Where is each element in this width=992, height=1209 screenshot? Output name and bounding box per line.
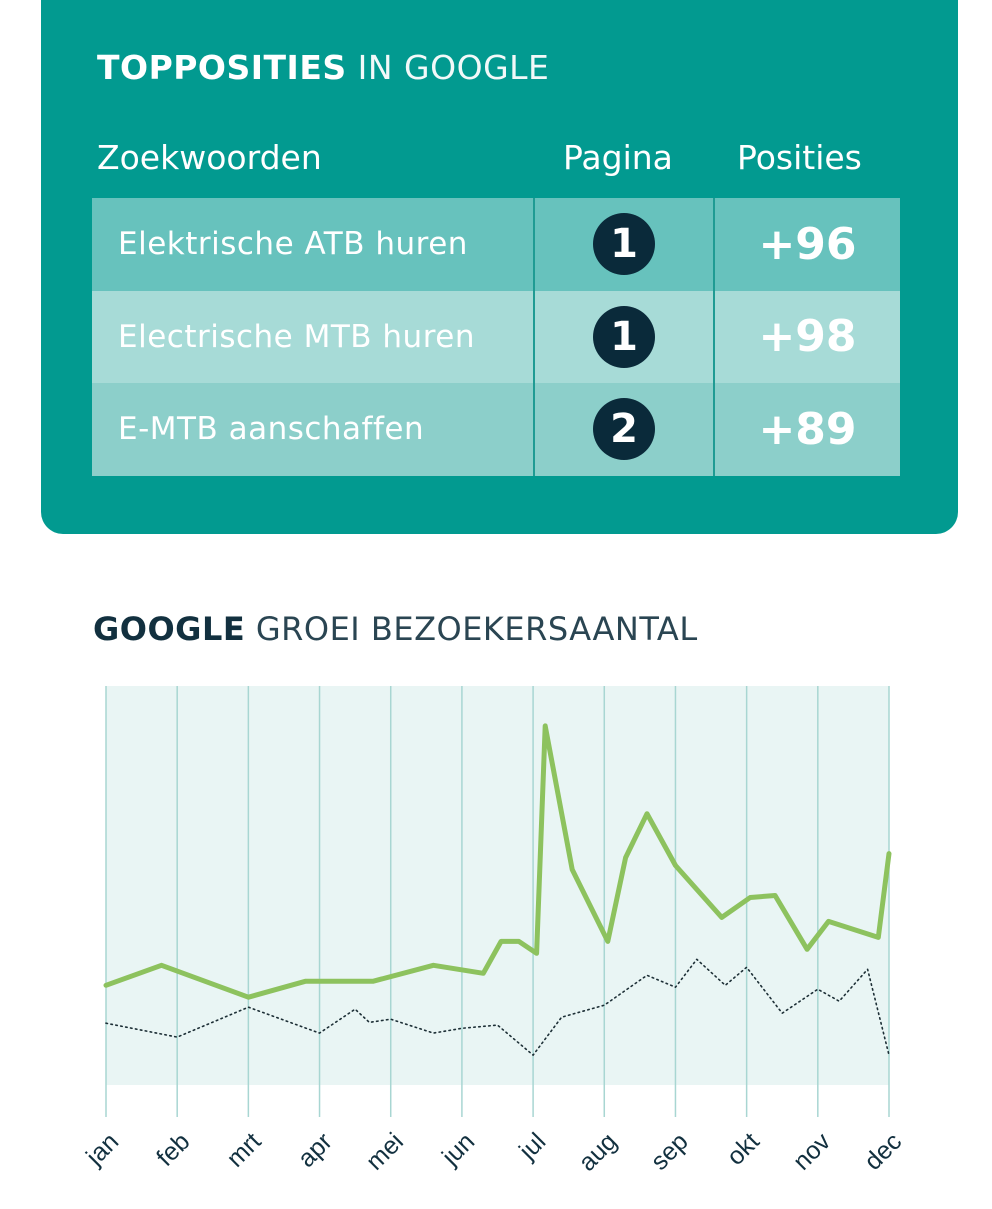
rankings-table: Elektrische ATB huren 1 +96 Electrische …	[92, 198, 900, 476]
table-row: E-MTB aanschaffen 2 +89	[92, 383, 900, 476]
x-tick-label: nov	[788, 1127, 837, 1176]
x-tick-label: jun	[436, 1127, 480, 1171]
x-tick-label: mei	[361, 1127, 409, 1175]
table-card-title: TOPPOSITIES IN GOOGLE	[97, 48, 549, 87]
chart-title-light: GROEI BEZOEKERSAANTAL	[255, 610, 698, 648]
positions-cell: +98	[713, 290, 900, 383]
chart-title-bold: GOOGLE	[93, 610, 246, 648]
page-cell: 1	[533, 198, 713, 291]
x-tick-label: apr	[292, 1127, 337, 1172]
x-tick-label: feb	[151, 1127, 195, 1171]
table-row: Elektrische ATB huren 1 +96	[92, 198, 900, 291]
plot-background	[106, 686, 889, 1085]
x-tick-label: aug	[573, 1127, 622, 1176]
page-cell: 2	[533, 383, 713, 476]
keyword-cell: E-MTB aanschaffen	[118, 411, 425, 448]
page-cell: 1	[533, 290, 713, 383]
header-keywords: Zoekwoorden	[97, 138, 322, 177]
table-row: Electrische MTB huren 1 +98	[92, 290, 900, 383]
keyword-cell: Electrische MTB huren	[118, 318, 475, 355]
header-positions: Posities	[737, 138, 862, 177]
header-page: Pagina	[563, 138, 673, 177]
table-card-title-bold: TOPPOSITIES	[97, 48, 347, 87]
positions-cell: +89	[713, 383, 900, 476]
series-line-green	[103, 723, 892, 1000]
x-tick-label: jul	[513, 1127, 551, 1165]
chart-title: GOOGLE GROEI BEZOEKERSAANTAL	[93, 610, 698, 648]
visitor-growth-chart: jan feb mrt apr mei jun jul aug sep okt nov dec	[80, 686, 907, 1177]
page-badge: 2	[593, 398, 655, 461]
page-badge: 1	[593, 305, 655, 368]
keyword-cell: Elektrische ATB huren	[118, 226, 468, 263]
x-tick-label: okt	[721, 1127, 764, 1170]
x-tick-label: sep	[645, 1127, 693, 1175]
positions-cell: +96	[713, 198, 900, 291]
x-tick-label: mrt	[221, 1127, 266, 1172]
x-tick-label: jan	[80, 1127, 124, 1171]
page-badge: 1	[593, 213, 655, 276]
table-card-title-light: IN GOOGLE	[357, 48, 550, 87]
x-tick-label: dec	[859, 1127, 907, 1175]
